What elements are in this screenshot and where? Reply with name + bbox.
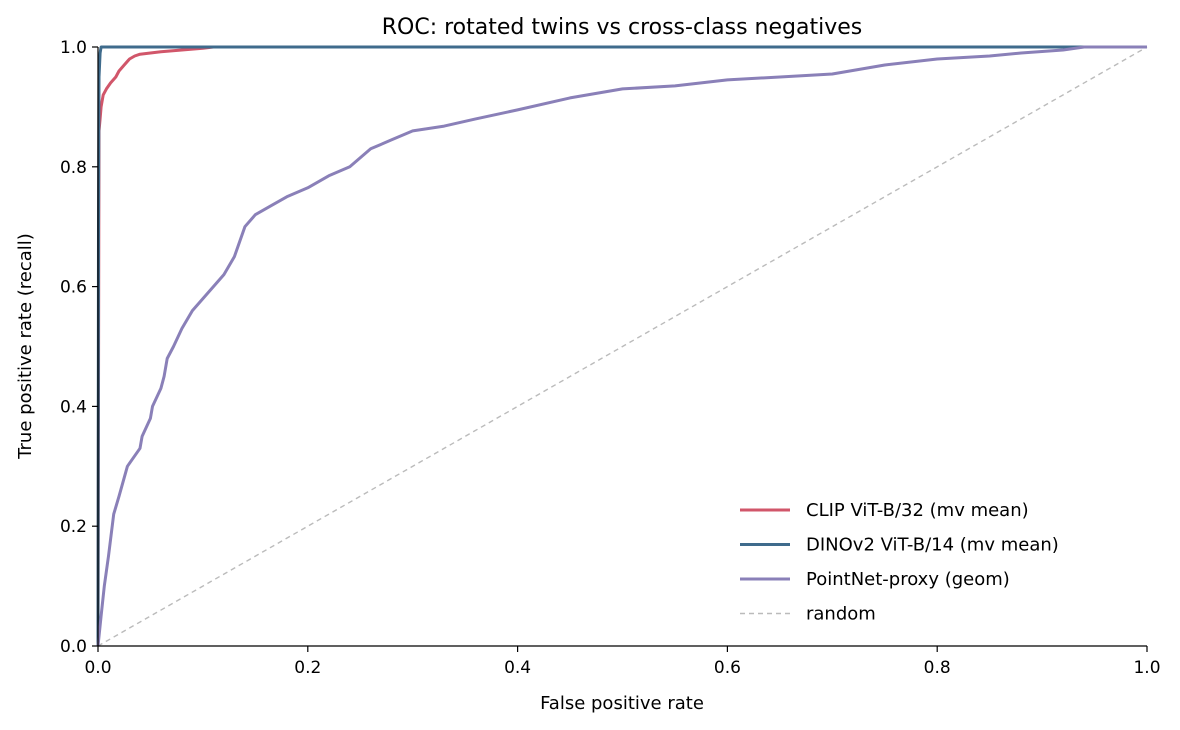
legend-label-0: CLIP ViT-B/32 (mv mean) bbox=[806, 500, 1029, 521]
x-tick-label: 0.6 bbox=[714, 658, 741, 678]
y-tick-label: 0.0 bbox=[60, 637, 87, 657]
x-tick-label: 0.2 bbox=[294, 658, 321, 678]
y-tick-label: 0.4 bbox=[60, 397, 87, 417]
chart-title: ROC: rotated twins vs cross-class negati… bbox=[382, 15, 863, 40]
y-tick-label: 1.0 bbox=[60, 38, 87, 58]
y-tick-label: 0.6 bbox=[60, 278, 87, 298]
x-axis-label: False positive rate bbox=[540, 693, 704, 714]
y-tick-label: 0.8 bbox=[60, 158, 87, 178]
legend-label-1: DINOv2 ViT-B/14 (mv mean) bbox=[806, 535, 1059, 556]
series-line-3 bbox=[97, 46, 1148, 647]
series-layer bbox=[96, 45, 1148, 647]
x-tick-label: 0.4 bbox=[504, 658, 531, 678]
x-tick-label: 0.8 bbox=[924, 658, 951, 678]
series-line-2 bbox=[96, 45, 1147, 647]
axes-layer bbox=[97, 47, 1147, 647]
y-tick-label: 0.2 bbox=[60, 517, 87, 537]
y-axis-label: True positive rate (recall) bbox=[15, 233, 36, 460]
x-tick-label: 1.0 bbox=[1133, 658, 1160, 678]
legend: CLIP ViT-B/32 (mv mean) DINOv2 ViT-B/14 (… bbox=[740, 500, 1059, 625]
ticks-layer: 0.0 0.2 0.4 0.6 0.8 1.0 0.0 0.2 0.4 0.6 0.8 1.0 bbox=[60, 38, 1161, 678]
legend-label-3: random bbox=[806, 604, 876, 625]
x-tick-label: 0.0 bbox=[84, 658, 111, 678]
legend-label-2: PointNet-proxy (geom) bbox=[806, 569, 1010, 590]
